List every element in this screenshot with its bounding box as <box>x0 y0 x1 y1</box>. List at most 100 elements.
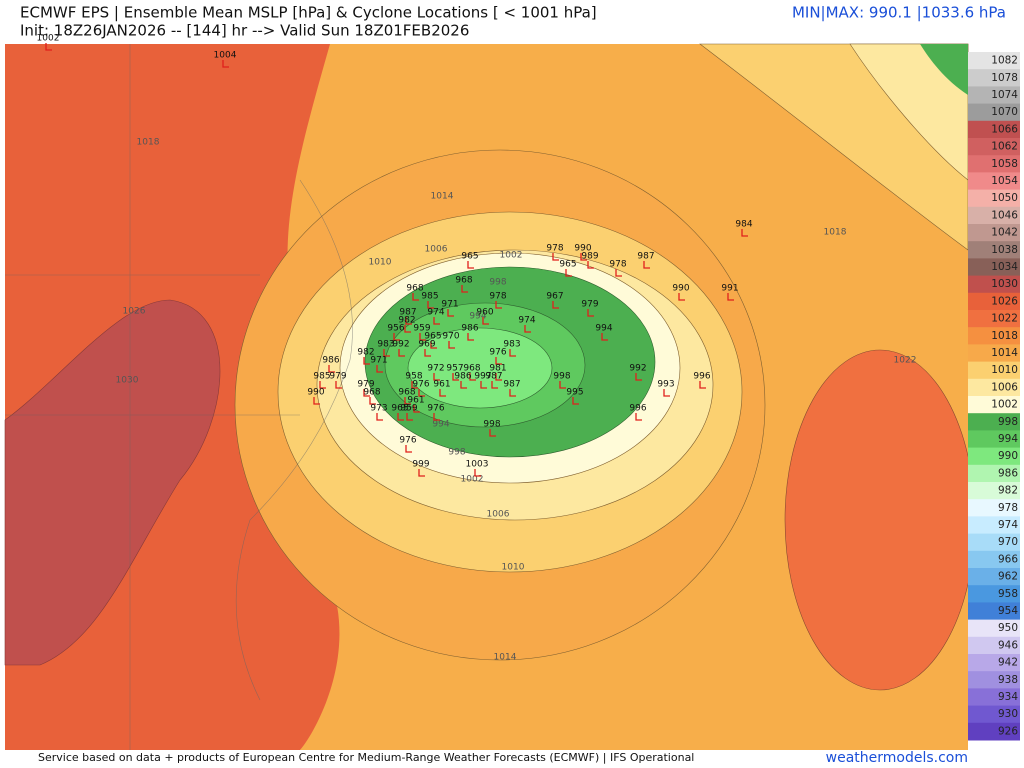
cyclone-marker <box>405 317 412 325</box>
cyclone-label: 959 <box>413 324 430 334</box>
colorbar-swatch <box>968 327 1020 345</box>
colorbar-label: 1038 <box>991 244 1018 256</box>
cyclone-label: 986 <box>454 372 471 382</box>
cyclone-label: 967 <box>546 292 563 302</box>
cyclone-label: 974 <box>518 316 535 326</box>
cyclone-label: 987 <box>485 372 502 382</box>
cyclone-marker <box>572 397 579 405</box>
cyclone-marker <box>404 397 411 405</box>
colorbar-label: 962 <box>998 571 1018 583</box>
contour-label: 1026 <box>123 307 146 317</box>
colorbar-label: 1078 <box>991 72 1018 84</box>
cyclone-label: 958 <box>405 372 422 382</box>
colorbar-label: 1074 <box>991 89 1018 101</box>
cyclone-label: 970 <box>442 332 459 342</box>
cyclone-label: 982 <box>357 348 374 358</box>
colorbar-label: 1050 <box>991 192 1018 204</box>
cyclone-label: 998 <box>553 372 570 382</box>
colorbar-swatch <box>968 69 1020 87</box>
cyclone-label: 968 <box>363 388 380 398</box>
colorbar-label: 1070 <box>991 106 1018 118</box>
contour-label: 1010 <box>502 563 525 573</box>
cyclone-marker <box>397 413 404 421</box>
title: ECMWF EPS | Ensemble Mean MSLP [hPa] & C… <box>20 4 597 22</box>
cyclone-marker <box>495 373 502 381</box>
colorbar-swatch <box>968 585 1020 603</box>
colorbar-swatch <box>968 722 1020 741</box>
cyclone-marker <box>552 253 559 261</box>
contour-label: 1014 <box>431 192 454 202</box>
colorbar-swatch <box>968 636 1020 655</box>
colorbar: 1082 1078 1074 1070 1066 1062 1058 1054 1050 1046… <box>968 52 1020 741</box>
cyclone-label: 983 <box>377 340 394 350</box>
colorbar-swatch <box>968 533 1020 552</box>
contour-label: 998 <box>489 278 506 288</box>
colorbar-label: 1066 <box>991 123 1018 135</box>
contour-label: 1006 <box>487 510 510 520</box>
colorbar-swatch <box>968 138 1020 156</box>
cyclone-marker <box>424 349 431 357</box>
cyclone-label: 968 <box>463 364 480 374</box>
cyclone-label: 976 <box>489 348 506 358</box>
contour-label: 994 <box>432 420 449 430</box>
cyclone-marker <box>741 229 748 237</box>
cyclone-marker <box>45 43 52 51</box>
cyclone-marker <box>418 389 425 397</box>
colorbar-swatch <box>968 189 1020 208</box>
colorbar-label: 1046 <box>991 209 1018 221</box>
cyclone-marker <box>601 333 608 341</box>
cyclone-marker <box>635 413 642 421</box>
cyclone-label: 973 <box>370 404 387 414</box>
contour-label: 1018 <box>137 138 160 148</box>
cyclone-marker <box>460 381 467 389</box>
cyclone-label: 972 <box>427 364 444 374</box>
cyclone-label: 996 <box>693 372 710 382</box>
cyclone-marker <box>376 413 383 421</box>
cyclone-label: 990 <box>672 284 689 294</box>
cyclone-marker <box>433 317 440 325</box>
cyclone-marker <box>580 253 587 261</box>
colorbar-swatch <box>968 86 1020 105</box>
contour-label: 1006 <box>425 245 448 255</box>
cyclone-marker <box>565 269 572 277</box>
colorbar-label: 950 <box>998 622 1018 634</box>
colorbar-swatch <box>968 688 1020 707</box>
cyclone-label: 990 <box>307 388 324 398</box>
colorbar-label: 1018 <box>991 330 1018 342</box>
cyclone-marker <box>467 333 474 341</box>
cyclone-label: 978 <box>489 292 506 302</box>
cyclone-marker <box>413 405 420 413</box>
cyclone-label: 995 <box>566 388 583 398</box>
colorbar-label: 1006 <box>991 381 1018 393</box>
cyclone-label: 965 <box>559 260 576 270</box>
colorbar-swatch <box>968 464 1020 483</box>
cyclone-marker <box>319 381 326 389</box>
colorbar-swatch <box>968 447 1020 466</box>
contour-label: 1002 <box>500 251 523 261</box>
cyclone-label: 965 <box>461 252 478 262</box>
cyclone-marker <box>406 413 413 421</box>
region-998 <box>920 44 968 95</box>
cyclone-label: 986 <box>461 324 478 334</box>
cyclone-marker <box>398 349 405 357</box>
cyclone-label: 987 <box>503 380 520 390</box>
contour-label: 1018 <box>824 228 847 238</box>
cyclone-label: 968 <box>406 284 423 294</box>
cyclone-marker <box>467 261 474 269</box>
cyclone-marker <box>411 381 418 389</box>
colorbar-label: 942 <box>998 657 1018 669</box>
cyclone-label: 974 <box>427 308 444 318</box>
min-max: MIN|MAX: 990.1 |1033.6 hPa <box>792 4 1006 22</box>
cyclone-marker <box>427 301 434 309</box>
cyclone-marker <box>615 269 622 277</box>
colorbar-swatch <box>968 378 1020 397</box>
cyclone-marker <box>489 429 496 437</box>
cyclone-marker <box>405 445 412 453</box>
cyclone-label: 987 <box>399 308 416 318</box>
cyclone-marker <box>430 341 437 349</box>
cyclone-marker <box>452 373 459 381</box>
cyclone-marker <box>439 389 446 397</box>
cyclone-label: 969 <box>418 340 435 350</box>
site: weathermodels.com <box>826 750 968 766</box>
